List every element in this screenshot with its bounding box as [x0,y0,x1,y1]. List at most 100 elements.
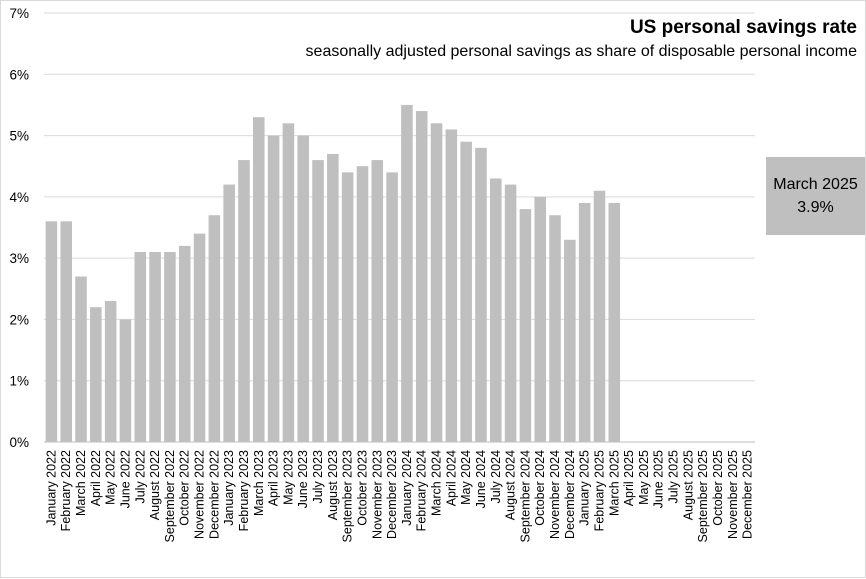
x-tick-label: July 2022 [133,450,147,504]
y-tick-label: 7% [9,6,29,21]
bar [534,196,546,442]
x-tick-label: August 2022 [148,450,162,520]
x-tick-label: April 2022 [89,450,103,506]
x-tick-label: August 2024 [504,450,518,520]
x-tick-label: June 2022 [118,450,132,508]
bar [490,178,502,442]
bar [164,252,176,442]
bar [578,202,591,442]
x-tick-label: July 2023 [311,450,325,504]
callout-value: 3.9% [797,199,834,216]
y-tick-label: 1% [9,374,29,389]
bar [45,221,58,442]
x-tick-label: November 2025 [726,450,740,539]
x-tick-label: May 2024 [459,450,473,505]
callout-month: March 2025 [773,176,858,193]
bar [386,172,398,443]
bar [75,276,87,442]
x-tick-label: February 2023 [237,450,251,531]
x-tick-label: November 2023 [370,450,384,539]
bar [208,215,221,442]
bar [356,166,369,442]
x-tick-label: April 2025 [622,450,636,506]
x-tick-label: May 2023 [281,450,295,505]
x-tick-label: February 2024 [415,450,429,531]
latest-value-callout: March 2025 3.9% [766,157,865,235]
bar [593,190,606,442]
x-tick-label: September 2025 [696,450,710,542]
x-tick-label: January 2023 [222,450,236,526]
chart-subtitle: seasonally adjusted personal savings as … [305,43,857,60]
x-tick-label: September 2022 [163,450,177,542]
bar [312,160,324,443]
x-tick-label: December 2024 [563,450,577,539]
x-tick-label: April 2023 [267,450,281,506]
x-tick-label: November 2022 [193,450,207,539]
bar [608,202,621,442]
bar [238,160,250,443]
bar [475,147,487,443]
x-tick-label: July 2024 [489,450,503,504]
x-tick-label: March 2023 [252,450,266,516]
x-tick-label: June 2024 [474,450,488,508]
bar [104,301,117,442]
x-tick-label: February 2025 [592,450,606,531]
bar [134,252,147,442]
x-tick-label: June 2023 [296,450,310,508]
chart-title: US personal savings rate [629,17,857,38]
bar [178,245,191,442]
bar [430,123,443,443]
x-tick-label: May 2025 [637,450,651,505]
bar [223,184,235,442]
x-tick-label: July 2025 [667,450,681,504]
bar [504,184,517,442]
x-tick-label: March 2022 [74,450,88,516]
bar [193,233,206,442]
x-tick-label: September 2023 [341,450,355,542]
bar [119,319,132,442]
x-tick-label: February 2022 [59,450,73,531]
bar [297,135,309,443]
bar [327,153,339,442]
bar [549,215,561,442]
bar [519,209,532,442]
x-tick-label: December 2025 [741,450,755,539]
x-tick-label: January 2025 [578,450,592,526]
x-tick-label: October 2022 [178,450,192,526]
bar [460,141,472,442]
bar [253,117,265,442]
bar [90,307,102,442]
x-tick-label: December 2022 [207,450,221,539]
x-tick-label: June 2025 [652,450,666,508]
x-tick-label: October 2023 [355,450,369,526]
bar [60,221,72,442]
x-tick-label: November 2024 [548,450,562,539]
x-tick-label: September 2024 [518,450,532,542]
bar [564,239,576,442]
y-tick-label: 3% [9,251,29,266]
y-tick-label: 2% [9,312,29,327]
x-tick-label: August 2023 [326,450,340,520]
x-tick-label: March 2025 [607,450,621,516]
x-tick-label: August 2025 [681,450,695,520]
x-tick-label: January 2024 [400,450,414,526]
x-tick-label: December 2023 [385,450,399,539]
x-tick-label: January 2022 [44,450,58,526]
bar [371,160,384,443]
y-tick-label: 6% [9,67,29,82]
bar [401,104,413,442]
bar [415,111,428,443]
y-tick-label: 5% [9,129,29,144]
bar [341,172,354,443]
x-tick-label: May 2022 [104,450,118,505]
x-tick-label: April 2024 [444,450,458,506]
bar [282,123,295,443]
x-tick-label: March 2024 [430,450,444,516]
bar [267,135,280,443]
bar [149,252,161,442]
x-tick-label: October 2024 [533,450,547,526]
x-tick-label: October 2025 [711,450,725,526]
bar [445,129,458,442]
